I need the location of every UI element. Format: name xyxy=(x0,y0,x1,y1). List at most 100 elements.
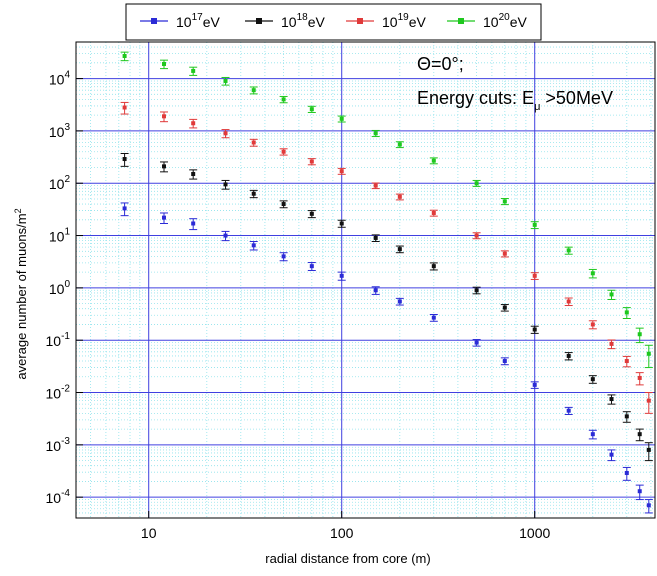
y-tick-label-base: 10 xyxy=(46,490,62,506)
y-tick-label-base: 10 xyxy=(46,438,62,454)
y-tick-label-base: 10 xyxy=(49,281,65,297)
data-point xyxy=(532,327,537,332)
data-point xyxy=(474,340,479,345)
data-point xyxy=(309,264,314,269)
data-point xyxy=(251,88,256,93)
data-point xyxy=(624,310,629,315)
data-point xyxy=(502,199,507,204)
y-tick-label-base: 10 xyxy=(46,386,62,402)
legend-marker xyxy=(357,18,363,24)
legend-label-base: 10 xyxy=(281,14,297,30)
annotation-energy-cuts-suffix: >50MeV xyxy=(540,88,613,108)
data-point xyxy=(223,131,228,136)
legend-marker xyxy=(458,18,464,24)
y-tick-label-exponent: 4 xyxy=(64,70,70,81)
series-layer xyxy=(120,51,653,514)
y-tick-label-base: 10 xyxy=(49,72,65,88)
data-point xyxy=(646,351,651,356)
y-tick-label-exponent: 1 xyxy=(64,227,70,238)
data-point xyxy=(223,78,228,83)
axis-ticks xyxy=(76,78,536,518)
data-point xyxy=(566,248,571,253)
data-point xyxy=(624,414,629,419)
data-point xyxy=(566,408,571,413)
data-point xyxy=(474,288,479,293)
data-point xyxy=(566,299,571,304)
data-point xyxy=(624,359,629,364)
data-point xyxy=(474,181,479,186)
data-point xyxy=(431,315,436,320)
y-tick-label: 100 xyxy=(49,279,71,297)
series-10-18-eV xyxy=(120,152,653,462)
y-tick-label-exponent: 0 xyxy=(64,279,70,290)
data-point xyxy=(474,233,479,238)
data-point xyxy=(281,149,286,154)
y-tick-label: 10-3 xyxy=(46,436,71,454)
y-tick-label-base: 10 xyxy=(49,176,65,192)
data-point xyxy=(397,194,402,199)
y-tick-label-base: 10 xyxy=(49,124,65,140)
y-tick-label-exponent: -1 xyxy=(61,331,70,342)
data-point xyxy=(281,97,286,102)
data-point xyxy=(609,452,614,457)
data-point xyxy=(502,305,507,310)
plot-frame xyxy=(75,41,656,519)
data-point xyxy=(122,54,127,59)
data-point xyxy=(191,221,196,226)
legend-marker xyxy=(256,18,262,24)
series-10-17-eV xyxy=(120,202,653,514)
legend-label: 1017eV xyxy=(176,12,220,30)
data-point xyxy=(431,264,436,269)
data-point xyxy=(191,68,196,73)
data-point xyxy=(251,140,256,145)
data-point xyxy=(373,183,378,188)
data-point xyxy=(309,211,314,216)
data-point xyxy=(251,191,256,196)
data-point xyxy=(161,114,166,119)
data-point xyxy=(532,382,537,387)
data-point xyxy=(566,353,571,358)
legend-label-exponent: 18 xyxy=(297,12,309,23)
y-tick-label-base: 10 xyxy=(49,229,65,245)
data-point xyxy=(309,159,314,164)
data-point xyxy=(637,432,642,437)
data-point xyxy=(646,447,651,452)
data-point xyxy=(309,107,314,112)
x-axis-title: radial distance from core (m) xyxy=(265,551,430,566)
data-point xyxy=(502,359,507,364)
data-point xyxy=(223,182,228,187)
data-point xyxy=(590,322,595,327)
data-point xyxy=(590,432,595,437)
y-tick-label: 104 xyxy=(49,70,71,88)
legend-label-unit: eV xyxy=(510,14,528,30)
annotation-energy-cuts: Energy cuts: Eμ >50MeV xyxy=(417,88,613,113)
y-axis-title-main: average number of muons/m xyxy=(14,213,29,379)
legend-label: 1018eV xyxy=(281,12,325,30)
data-point xyxy=(122,105,127,110)
y-tick-label: 103 xyxy=(49,122,71,140)
data-point xyxy=(161,164,166,169)
legend-label-exponent: 20 xyxy=(499,12,511,23)
data-point xyxy=(637,375,642,380)
x-tick-label: 10 xyxy=(141,525,157,541)
legend-box xyxy=(125,3,542,41)
y-tick-label-exponent: 2 xyxy=(64,174,70,185)
data-point xyxy=(251,243,256,248)
y-tick-label-exponent: -4 xyxy=(61,488,70,499)
legend-label-base: 10 xyxy=(382,14,398,30)
data-point xyxy=(431,158,436,163)
minor-grid xyxy=(76,42,655,518)
data-point xyxy=(223,233,228,238)
data-point xyxy=(431,210,436,215)
legend-label-exponent: 19 xyxy=(398,12,410,23)
x-tick-label: 1000 xyxy=(519,525,550,541)
data-point xyxy=(339,273,344,278)
annotation-zenith-angle: Θ=0°; xyxy=(417,54,464,74)
legend-label: 1020eV xyxy=(483,12,527,30)
y-axis-title: average number of muons/m2 xyxy=(13,208,29,379)
data-point xyxy=(122,206,127,211)
annotation-energy-cuts-prefix: Energy cuts: E xyxy=(417,88,534,108)
y-tick-label-exponent: 3 xyxy=(64,122,70,133)
legend-label-base: 10 xyxy=(176,14,192,30)
